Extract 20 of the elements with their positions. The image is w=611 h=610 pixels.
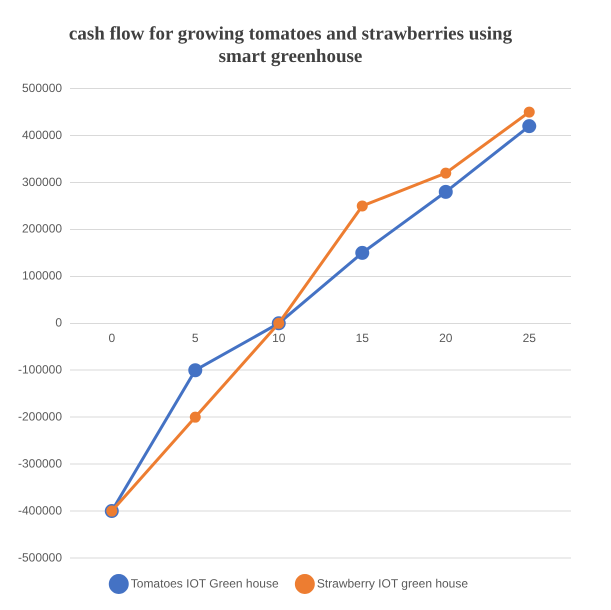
x-tick-label: 20 [439,330,453,345]
y-tick-label: 500000 [22,80,62,95]
y-tick-label: -300000 [18,456,62,470]
legend-label: Strawberry IOT green house [316,576,468,590]
chart-title: cash flow for growing tomatoes and strawberries using smart greenhouse [68,23,513,68]
y-tick-label: 200000 [22,222,62,236]
y-tick-label: 300000 [22,174,62,189]
y-tick-label: 100000 [22,268,62,283]
x-tick-label: 15 [356,330,370,345]
legend-label: Tomatoes IOT Green house [130,576,279,590]
y-tick-label: -100000 [18,362,62,377]
x-tick-label: 0 [108,330,116,345]
x-tick-label: 25 [522,330,536,345]
y-tick-label: -400000 [18,503,62,518]
y-tick-label: -500000 [18,550,62,564]
x-tick-label: 10 [272,330,286,345]
x-tick-label: 5 [192,330,199,345]
y-tick-label: 0 [55,316,62,330]
y-tick-label: 400000 [22,128,62,142]
y-tick-label: -200000 [18,409,62,424]
